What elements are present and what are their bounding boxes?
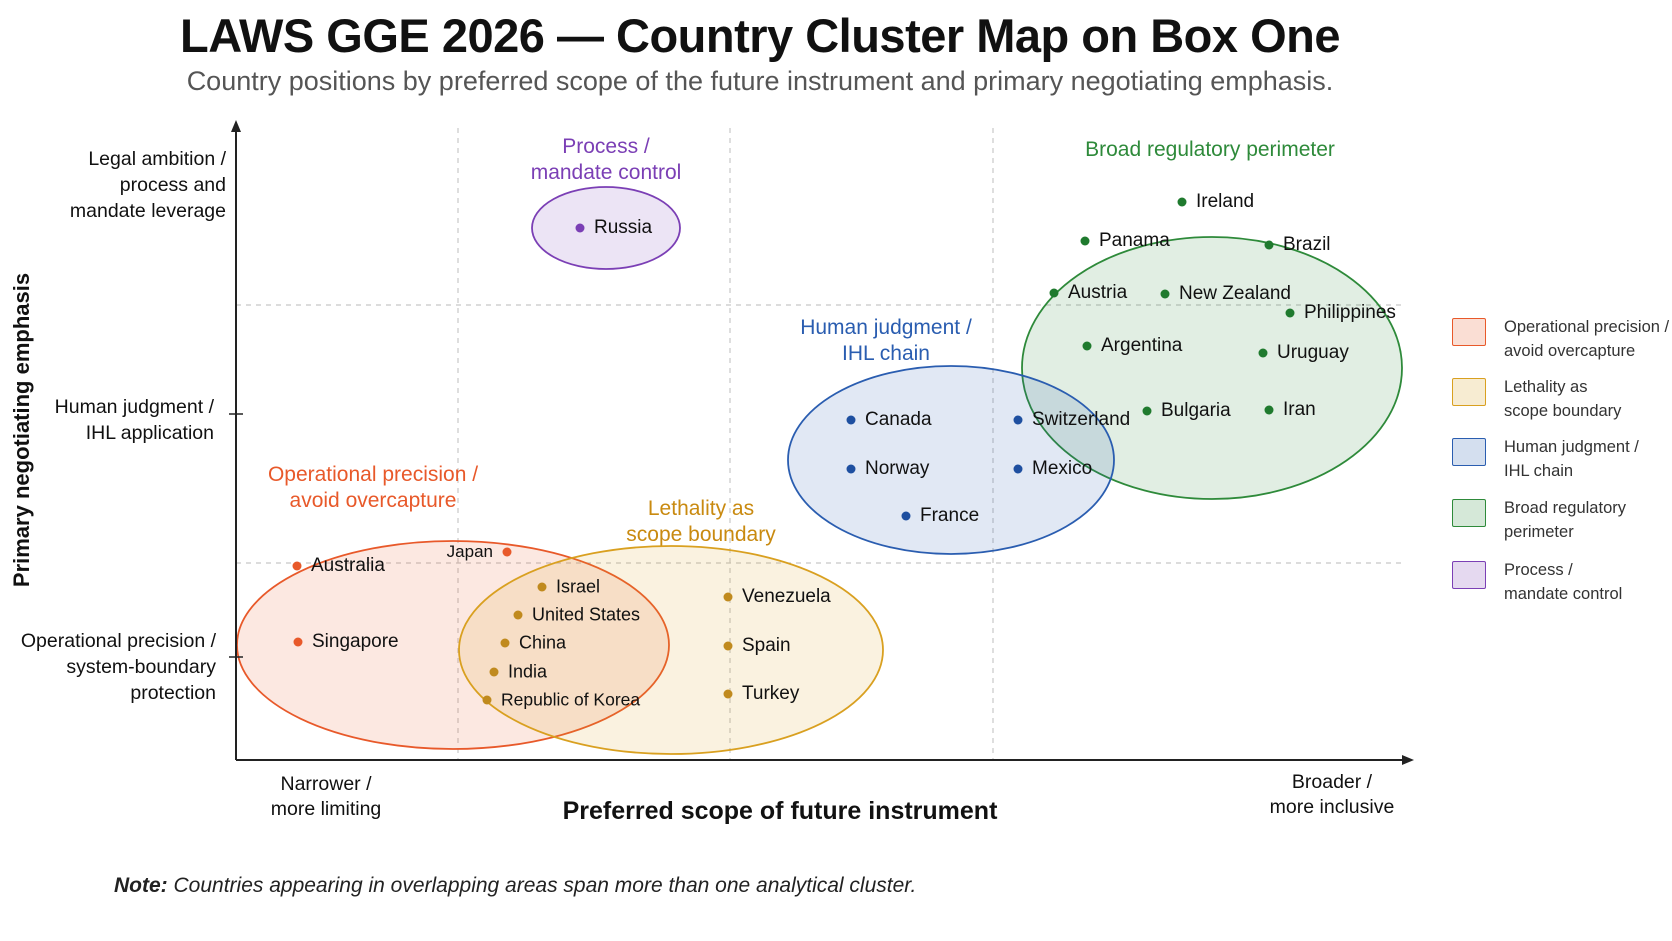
country-label-israel: Israel	[556, 576, 601, 597]
country-label-india: India	[508, 661, 548, 682]
country-label-japan: Japan	[446, 542, 493, 561]
country-dot-singapore	[293, 637, 303, 647]
country-label-switzerland: Switzerland	[1032, 409, 1131, 430]
country-label-china: China	[519, 632, 567, 653]
country-dot-mexico	[1013, 464, 1023, 474]
country-label-australia: Australia	[311, 555, 385, 576]
country-label-brazil: Brazil	[1283, 234, 1331, 255]
country-dot-new-zealand	[1160, 289, 1170, 299]
country-label-argentina: Argentina	[1101, 335, 1183, 356]
country-label-spain: Spain	[742, 635, 791, 656]
legend-label-operational: Operational precision / avoid overcaptur…	[1504, 318, 1670, 360]
grid-lines	[236, 128, 1405, 760]
country-dot-venezuela	[723, 592, 733, 602]
cluster-label-human: Human judgment / IHL chain	[800, 316, 972, 365]
country-dot-china	[500, 638, 510, 648]
country-dot-france	[901, 511, 911, 521]
cluster-label-operational: Operational precision / avoid overcaptur…	[267, 463, 479, 512]
note-text: Countries appearing in overlapping areas…	[167, 874, 917, 897]
country-dot-switzerland	[1013, 415, 1023, 425]
country-dot-australia	[292, 561, 302, 571]
country-dot-turkey	[723, 689, 733, 699]
x-axis-high-end-label: Broader / more inclusive	[1269, 771, 1395, 818]
cluster-ellipses	[236, 186, 1403, 755]
country-dot-republic-of-korea	[482, 695, 492, 705]
country-dot-norway	[846, 464, 856, 474]
country-label-france: France	[920, 505, 980, 526]
country-dot-argentina	[1082, 341, 1092, 351]
country-dot-india	[489, 667, 499, 677]
legend-label-process: Process / mandate control	[1504, 561, 1623, 603]
cluster-label-process: Process / mandate control	[530, 135, 682, 184]
country-label-venezuela: Venezuela	[742, 586, 831, 607]
country-label-panama: Panama	[1099, 230, 1170, 251]
country-dot-russia	[575, 223, 585, 233]
footnote: Note: Countries appearing in overlapping…	[114, 874, 916, 898]
country-dot-united-states	[513, 610, 523, 620]
cluster-ellipse-broad	[1021, 236, 1403, 500]
cluster-ellipse-lethality	[458, 545, 884, 755]
country-dot-bulgaria	[1142, 406, 1152, 416]
country-label-new-zealand: New Zealand	[1179, 283, 1291, 304]
y-tick-label-human-judgment: Human judgment / IHL application	[54, 396, 214, 444]
country-dot-austria	[1049, 288, 1059, 298]
legend-label-broad: Broad regulatory perimeter	[1504, 499, 1626, 541]
country-label-iran: Iran	[1283, 399, 1316, 420]
country-dot-philippines	[1285, 308, 1295, 318]
legend-swatch-human	[1452, 438, 1486, 466]
chart-title: LAWS GGE 2026 — Country Cluster Map on B…	[179, 9, 1341, 62]
legend-swatch-broad	[1452, 499, 1486, 527]
country-dot-spain	[723, 641, 733, 651]
country-label-republic-of-korea: Republic of Korea	[501, 689, 641, 710]
country-dot-ireland	[1177, 197, 1187, 207]
country-label-bulgaria: Bulgaria	[1161, 400, 1231, 421]
cluster-ellipse-process	[531, 186, 681, 270]
legend-swatch-lethality	[1452, 378, 1486, 406]
country-label-united-states: United States	[532, 604, 641, 625]
country-label-russia: Russia	[594, 217, 653, 238]
y-tick-label-legal-ambition: Legal ambition / process and mandate lev…	[69, 148, 226, 222]
x-axis-low-end-label: Narrower / more limiting	[270, 773, 382, 820]
note-lead: Note:	[114, 874, 168, 897]
country-dot-israel	[537, 582, 547, 592]
country-dot-japan	[502, 547, 512, 557]
cluster-ellipse-human	[787, 365, 1115, 555]
legend-label-human: Human judgment / IHL chain	[1504, 438, 1639, 480]
country-dot-brazil	[1264, 240, 1274, 250]
country-label-norway: Norway	[865, 458, 930, 479]
cluster-label-broad: Broad regulatory perimeter	[1085, 138, 1335, 161]
x-axis-arrow	[1402, 755, 1414, 765]
country-label-austria: Austria	[1068, 282, 1128, 303]
y-axis-arrow	[231, 120, 241, 132]
legend-label-lethality: Lethality as scope boundary	[1504, 378, 1622, 420]
country-dot-iran	[1264, 405, 1274, 415]
y-tick-label-operational-precision: Operational precision / system-boundary …	[20, 630, 216, 704]
y-axis-label: Primary negotiating emphasis	[9, 272, 34, 588]
x-axis-label: Preferred scope of future instrument	[562, 797, 998, 825]
legend-swatch-process	[1452, 561, 1486, 589]
country-dot-canada	[846, 415, 856, 425]
country-label-philippines: Philippines	[1304, 302, 1396, 323]
country-label-turkey: Turkey	[742, 683, 800, 704]
country-label-mexico: Mexico	[1032, 458, 1093, 479]
country-label-ireland: Ireland	[1196, 191, 1255, 212]
country-dot-uruguay	[1258, 348, 1268, 358]
axes	[229, 120, 1414, 765]
country-label-canada: Canada	[865, 409, 932, 430]
chart-subtitle: Country positions by preferred scope of …	[186, 66, 1334, 96]
country-label-singapore: Singapore	[312, 631, 399, 652]
legend-swatch-operational	[1452, 318, 1486, 346]
country-label-uruguay: Uruguay	[1277, 342, 1349, 363]
country-dot-panama	[1080, 236, 1090, 246]
cluster-label-lethality: Lethality as scope boundary	[626, 497, 776, 546]
